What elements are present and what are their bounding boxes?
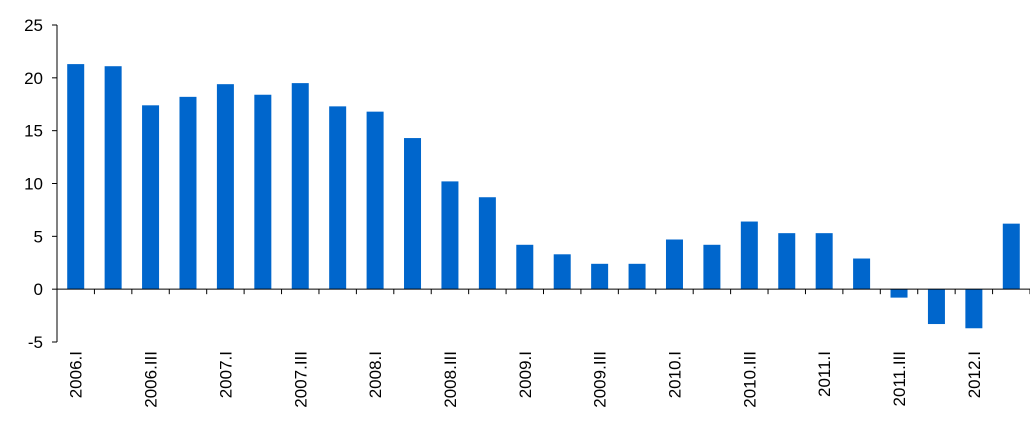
bar-2009.II	[553, 254, 571, 290]
x-tick-label: 2006.I	[67, 351, 86, 398]
y-tick-label: 5	[34, 227, 43, 246]
bar-2012.I	[965, 289, 983, 329]
x-tick-label: 2009.III	[591, 351, 610, 408]
bar-2006.III	[142, 105, 160, 290]
x-tick-label: 2010.I	[665, 351, 684, 398]
bar-2009.IV	[628, 263, 646, 290]
bar-2006.IV	[179, 96, 197, 290]
bar-2007.IV	[329, 106, 347, 290]
bar-2009.I	[516, 244, 534, 290]
bar-2008.III	[441, 181, 459, 290]
bar-2010.II	[703, 244, 721, 290]
x-tick-labels: 2006.I 2006.III 2007.I 2007.III 2008.I 2008.I…	[67, 351, 984, 408]
x-tick-label: 2007.III	[291, 351, 310, 408]
x-tick-label: 2011.I	[815, 351, 834, 397]
x-tick-label: 2011.III	[890, 351, 909, 406]
bar-2010.I	[665, 239, 683, 290]
bar-2007.II	[254, 94, 272, 290]
x-tick-label: 2008.I	[366, 351, 385, 398]
bar-2012.II	[1002, 223, 1020, 290]
y-tick-label: 10	[24, 175, 43, 194]
bar-2006.I	[67, 64, 85, 290]
x-tick-label: 2008.III	[441, 351, 460, 408]
y-tick-label: 20	[24, 69, 43, 88]
y-tick-label: 15	[24, 122, 43, 141]
bar-2006.II	[104, 66, 122, 290]
bar-2009.III	[591, 263, 609, 290]
bar-2010.IV	[778, 233, 796, 290]
bar-2011.II	[853, 258, 871, 290]
y-tick-labels: -5 0 5 10 15 20 25	[24, 16, 43, 352]
x-tick-label: 2006.III	[142, 351, 161, 408]
axes-group	[52, 24, 1030, 343]
y-tick-label: 0	[34, 280, 43, 299]
bar-2010.III	[740, 221, 758, 290]
x-tick-label: 2012.I	[965, 351, 984, 398]
bar-2007.I	[216, 84, 234, 290]
bar-2011.IV	[927, 289, 945, 325]
bar-2008.I	[366, 111, 384, 290]
bars-group	[67, 64, 1020, 329]
bar-2007.III	[291, 83, 309, 290]
bar-2008.IV	[478, 197, 496, 290]
bar-2011.III	[890, 289, 908, 298]
y-tick-label: -5	[28, 333, 43, 352]
bar-2008.II	[404, 138, 422, 290]
x-tick-label: 2007.I	[216, 351, 235, 398]
x-tick-label: 2010.III	[740, 351, 759, 408]
bar-2011.I	[815, 233, 833, 290]
y-tick-label: 25	[24, 16, 43, 35]
x-tick-label: 2009.I	[516, 351, 535, 398]
